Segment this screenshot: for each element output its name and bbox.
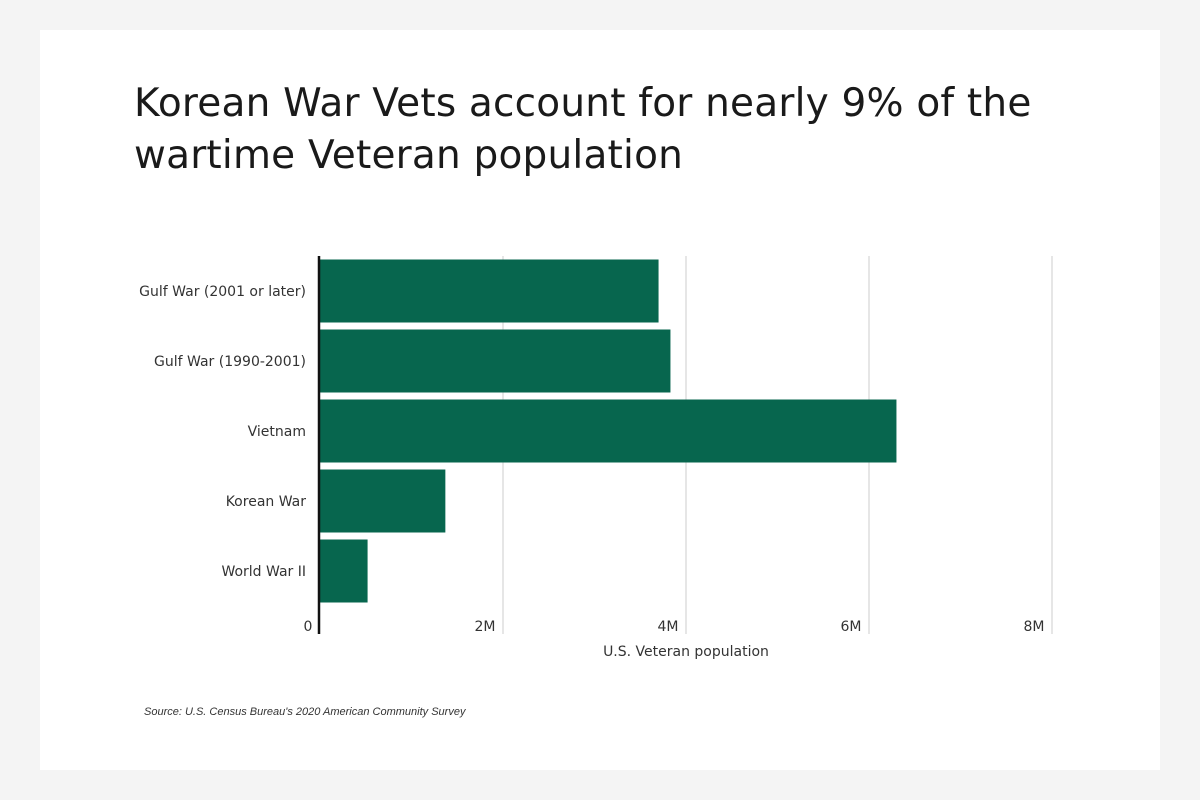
category-label: World War II [221, 564, 306, 580]
x-tick-labels: 0 2M 4M 6M 8M [304, 619, 1045, 635]
x-tick-label: 4M [658, 619, 679, 635]
source-note: Source: U.S. Census Bureau's 2020 Americ… [144, 706, 466, 718]
category-labels: Gulf War (2001 or later) Gulf War (1990-2… [139, 284, 306, 580]
category-label: Gulf War (2001 or later) [139, 284, 306, 300]
bar [320, 329, 671, 393]
category-label: Gulf War (1990-2001) [154, 354, 306, 370]
bar [320, 259, 659, 323]
category-label: Korean War [226, 494, 307, 510]
bar [320, 539, 368, 603]
chart-title: Korean War Vets account for nearly 9% of… [134, 81, 1032, 178]
x-tick-label: 2M [475, 619, 496, 635]
x-tick-label: 0 [304, 619, 313, 635]
bar [320, 469, 446, 533]
bars [320, 259, 897, 603]
bar [320, 399, 897, 463]
x-tick-label: 8M [1024, 619, 1045, 635]
x-axis-label: U.S. Veteran population [603, 644, 769, 660]
x-tick-label: 6M [841, 619, 862, 635]
category-label: Vietnam [248, 424, 306, 440]
